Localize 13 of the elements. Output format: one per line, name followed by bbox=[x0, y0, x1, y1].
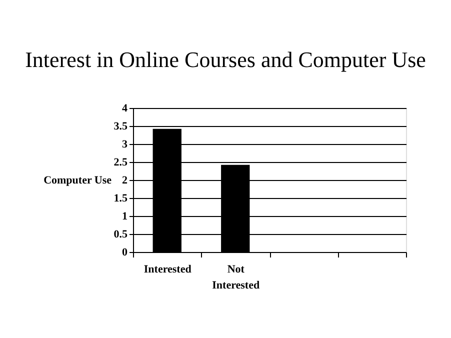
chart-title: Interest in Online Courses and Computer Use bbox=[25, 47, 426, 72]
y-tick-label: 2 bbox=[122, 174, 128, 186]
y-axis-title: Computer Use bbox=[44, 174, 112, 186]
y-tick-label: 4 bbox=[122, 102, 128, 114]
y-tick-label: 2.5 bbox=[114, 156, 128, 168]
y-tick-label: 3.5 bbox=[114, 120, 128, 132]
x-tick-label: Interested bbox=[144, 264, 192, 276]
y-tick-label: 0 bbox=[122, 246, 128, 258]
y-tick-label: 3 bbox=[122, 138, 128, 150]
y-tick-label: 1 bbox=[122, 210, 128, 222]
y-tick-label: 0.5 bbox=[114, 228, 128, 240]
y-tick-label: 1.5 bbox=[114, 192, 128, 204]
x-tick-label: Not Interested bbox=[212, 264, 260, 292]
